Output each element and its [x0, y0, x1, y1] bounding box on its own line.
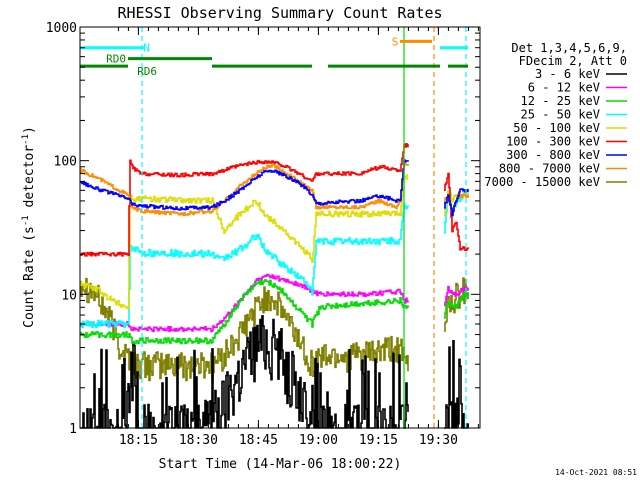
flag-n-label: N [143, 42, 150, 55]
series-line-6 [80, 143, 469, 257]
series-line-1 [80, 315, 469, 429]
chart-title: RHESSI Observing Summary Count Rates [117, 4, 442, 22]
flag-s-label: S [392, 35, 399, 48]
legend-label-7: 300 - 800 keV [506, 148, 600, 162]
x-tick-label: 19:00 [299, 433, 338, 448]
legend-label-8: 800 - 7000 keV [499, 162, 600, 176]
x-tick-label: 18:15 [119, 433, 158, 448]
footer-timestamp: 14-Oct-2021 08:51 [555, 468, 637, 477]
legend-label-6: 100 - 300 keV [506, 135, 600, 149]
legend-label-1: 3 - 6 keV [535, 67, 600, 81]
series-line-7 [80, 159, 469, 217]
flag-rd0-label: RD0 [106, 53, 126, 66]
flag-rd6-label: RD6 [137, 65, 157, 78]
plot-area: N RD0 RD6 S [80, 27, 469, 429]
y-tick-label: 10 [61, 288, 77, 303]
y-tick-label: 1 [69, 422, 77, 437]
legend-label-3: 12 - 25 keV [521, 94, 600, 108]
legend-header-2: FDecim 2, Att 0 [519, 54, 627, 68]
y-tick-label: 1000 [46, 21, 77, 36]
x-axis: 18:15 18:30 18:45 19:00 19:15 19:30 [117, 27, 479, 448]
plot-frame [79, 26, 481, 429]
y-axis: 1 10 100 1000 [46, 21, 480, 437]
series-line-5 [80, 174, 469, 310]
x-axis-label: Start Time (14-Mar-06 18:00:22) [159, 457, 402, 472]
x-tick-label: 19:30 [419, 433, 458, 448]
legend-header-1: Det 1,3,4,5,6,9, [511, 41, 627, 55]
y-axis-label: Count Rate (s-1 detector-1) [21, 126, 37, 328]
series-line-3 [80, 278, 469, 345]
legend: Det 1,3,4,5,6,9, FDecim 2, Att 0 3 - 6 k… [484, 41, 627, 189]
legend-label-9: 7000 - 15000 keV [484, 175, 600, 189]
x-tick-label: 19:15 [359, 433, 398, 448]
legend-label-4: 25 - 50 keV [521, 108, 600, 122]
x-tick-label: 18:30 [179, 433, 218, 448]
legend-label-2: 6 - 12 keV [528, 81, 600, 95]
x-tick-label: 18:45 [239, 433, 278, 448]
y-tick-label: 100 [54, 155, 77, 170]
legend-label-5: 50 - 100 keV [513, 121, 600, 135]
